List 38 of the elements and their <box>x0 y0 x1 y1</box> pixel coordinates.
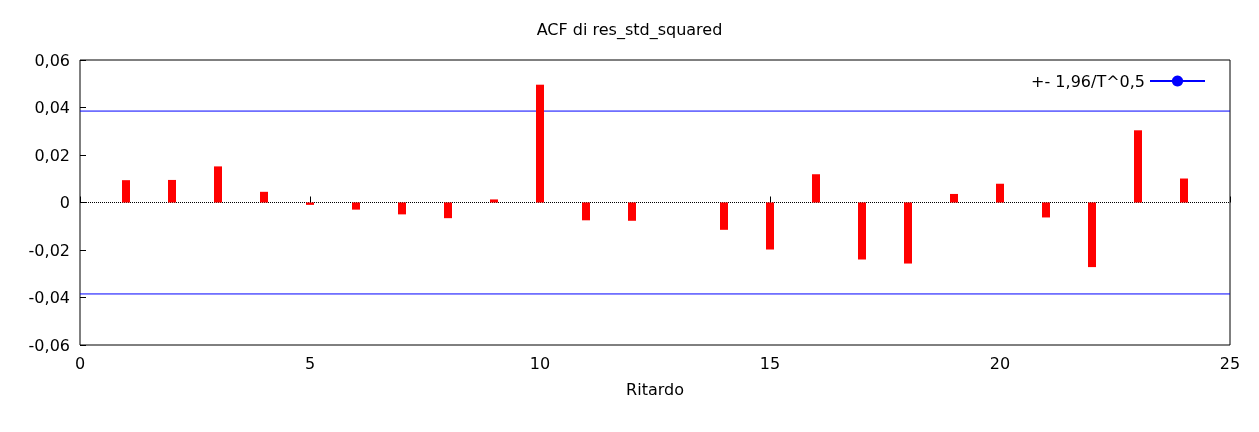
bar <box>398 202 406 215</box>
x-axis-title: Ritardo <box>626 379 684 399</box>
bar <box>260 191 268 203</box>
y-tick-label: -0,02 <box>28 240 70 260</box>
bar <box>950 193 958 203</box>
bar <box>582 202 590 221</box>
x-tick-label: 10 <box>529 353 551 373</box>
bar <box>352 202 360 210</box>
bar <box>122 180 130 203</box>
bar <box>214 166 222 203</box>
bar <box>536 84 544 203</box>
bar <box>812 174 820 203</box>
bar <box>168 179 176 203</box>
bar <box>996 183 1004 203</box>
bar <box>444 202 452 219</box>
y-tick-label: -0,04 <box>28 288 70 307</box>
y-tick-label: 0,04 <box>34 98 70 117</box>
bar <box>858 202 866 260</box>
x-tick-label: 5 <box>304 353 316 373</box>
bar <box>628 202 636 221</box>
bar <box>1180 178 1188 203</box>
bar <box>766 202 774 250</box>
x-tick-label: 15 <box>759 353 781 373</box>
bar <box>1088 202 1096 268</box>
x-tick-label: 0 <box>74 353 86 373</box>
bar <box>1042 202 1050 218</box>
y-tick-label: -0,06 <box>28 335 70 355</box>
y-tick-label: 0 <box>59 193 70 212</box>
y-tick-label: 0,02 <box>34 145 70 165</box>
y-tick-label: 0,06 <box>34 50 70 70</box>
chart-title: ACF di res_std_squared <box>536 19 723 40</box>
x-tick-label: 20 <box>989 353 1011 373</box>
x-tick-label: 25 <box>1219 353 1241 373</box>
bar <box>490 199 498 203</box>
legend-label: +- 1,96/T^0,5 <box>1031 71 1145 91</box>
bar <box>720 202 728 230</box>
bar <box>1134 130 1142 203</box>
bar <box>904 202 912 264</box>
